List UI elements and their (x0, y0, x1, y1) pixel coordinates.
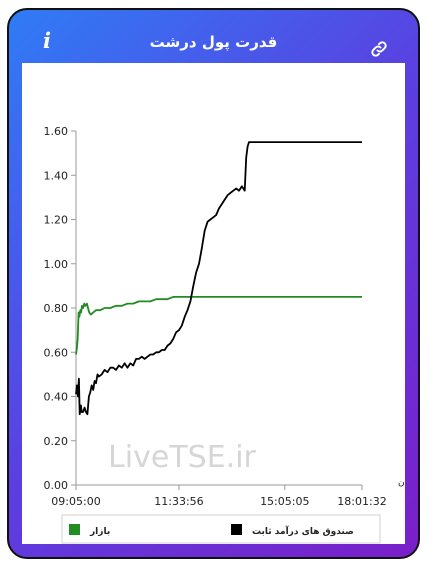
legend-label-1: بازار (89, 527, 110, 537)
y-tick-label: 0.20 (44, 435, 69, 448)
chart-panel: LiveTSE.ir 0.00 0.20 0.40 0.60 0.80 1.00 1.20 1.… (22, 63, 417, 544)
header: i قدرت پول درشت (9, 10, 418, 66)
line-chart: LiveTSE.ir 0.00 0.20 0.40 0.60 0.80 1.00 1.20 1.… (44, 125, 417, 544)
watermark: LiveTSE.ir (108, 440, 256, 475)
y-tick-label: 0.40 (44, 391, 69, 404)
link-icon[interactable] (370, 40, 388, 58)
legend-swatch-2 (231, 524, 242, 535)
page-title: قدرت پول درشت (149, 33, 278, 51)
x-tick-label: 11:33:56 (154, 495, 203, 508)
x-tick-label: 15:05:05 (260, 495, 309, 508)
info-icon[interactable]: i (43, 28, 51, 53)
legend (61, 514, 381, 544)
y-tick-label: 1.20 (44, 214, 69, 227)
x-axis-label: زمان (398, 478, 405, 488)
x-tick-label: 09:05:00 (51, 495, 100, 508)
series-line-1 (75, 296, 362, 355)
y-tick-label: 0.00 (44, 479, 69, 492)
series-line-2 (75, 141, 362, 416)
y-tick-label: 1.60 (44, 125, 69, 138)
y-tick-label: 1.00 (44, 258, 69, 271)
y-tick-label: 0.80 (44, 302, 69, 315)
x-tick-label: 18:01:32 (337, 495, 386, 508)
y-tick-label: 1.40 (44, 169, 69, 182)
y-tick-label: 0.60 (44, 346, 69, 359)
chart-card: i قدرت پول درشت LiveTSE.ir 0.00 0.20 0.40 0.… (7, 8, 420, 559)
legend-swatch-1 (69, 524, 80, 535)
legend-label-2: صندوق های درآمد ثابت (252, 525, 354, 537)
